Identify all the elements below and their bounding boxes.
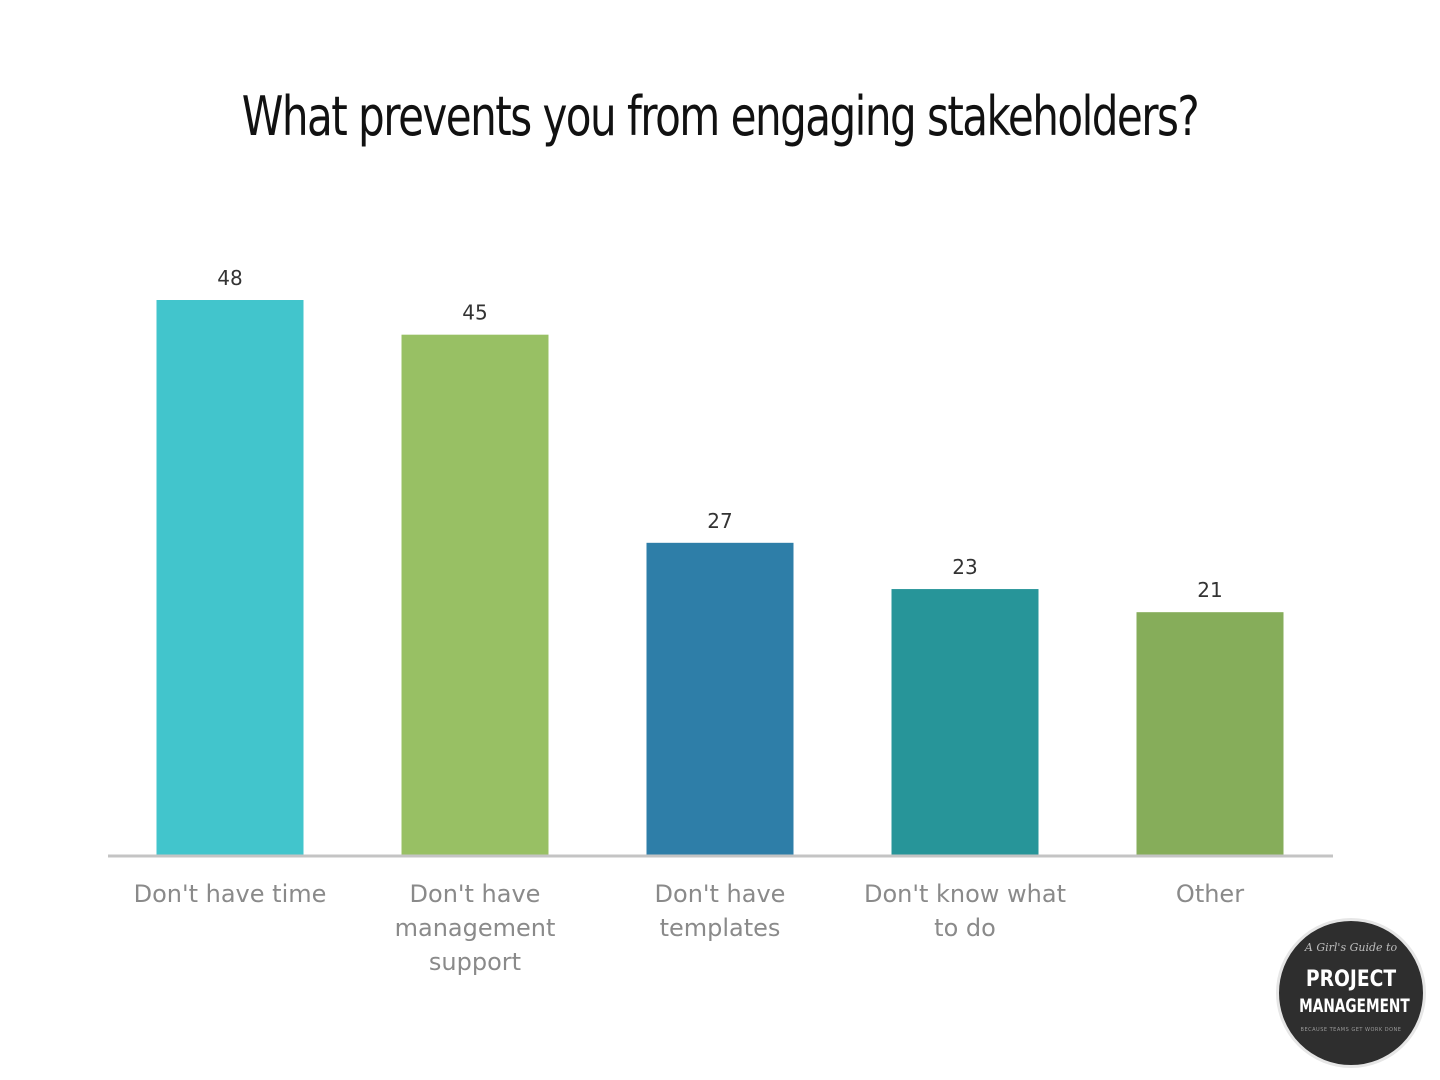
bars-layer — [156, 300, 1284, 855]
category-label-line: Don't have — [410, 880, 541, 908]
bar-2 — [401, 334, 549, 855]
bar-3 — [646, 542, 794, 855]
bar-1 — [156, 300, 304, 855]
category-label-line: Other — [1176, 880, 1244, 908]
brand-logo: A Girl's Guide to PROJECT MANAGEMENT BEC… — [1276, 918, 1426, 1068]
category-label-line: templates — [660, 914, 781, 942]
category-label-4: Don't know what to do — [864, 880, 1066, 942]
logo-line-management: MANAGEMENT — [1299, 995, 1410, 1017]
category-label-line: Don't have time — [134, 880, 327, 908]
value-label-3: 27 — [707, 509, 732, 533]
bar-4 — [891, 589, 1039, 855]
bar-5 — [1136, 612, 1284, 855]
value-label-1: 48 — [217, 266, 242, 290]
category-label-5: Other — [1176, 880, 1244, 908]
value-label-4: 23 — [952, 555, 977, 579]
value-labels-layer: 48 45 27 23 21 — [217, 266, 1222, 602]
category-label-line: Don't know what — [864, 880, 1066, 908]
chart-title: What prevents you from engaging stakehol… — [241, 85, 1200, 148]
logo-script-text: A Girl's Guide to — [1304, 941, 1398, 954]
value-label-2: 45 — [462, 301, 487, 325]
category-label-line: support — [429, 948, 521, 976]
category-label-line: Don't have — [655, 880, 786, 908]
category-label-line: management — [395, 914, 556, 942]
logo-tagline: BECAUSE TEAMS GET WORK DONE — [1300, 1027, 1402, 1033]
value-label-5: 21 — [1197, 578, 1222, 602]
category-label-1: Don't have time — [134, 880, 327, 908]
category-label-line: to do — [934, 914, 996, 942]
category-labels-layer: Don't have time Don't have management suppo… — [134, 880, 1245, 976]
category-label-3: Don't have templates — [655, 880, 786, 942]
category-label-2: Don't have management support — [395, 880, 556, 976]
logo-line-project: PROJECT — [1305, 967, 1397, 992]
